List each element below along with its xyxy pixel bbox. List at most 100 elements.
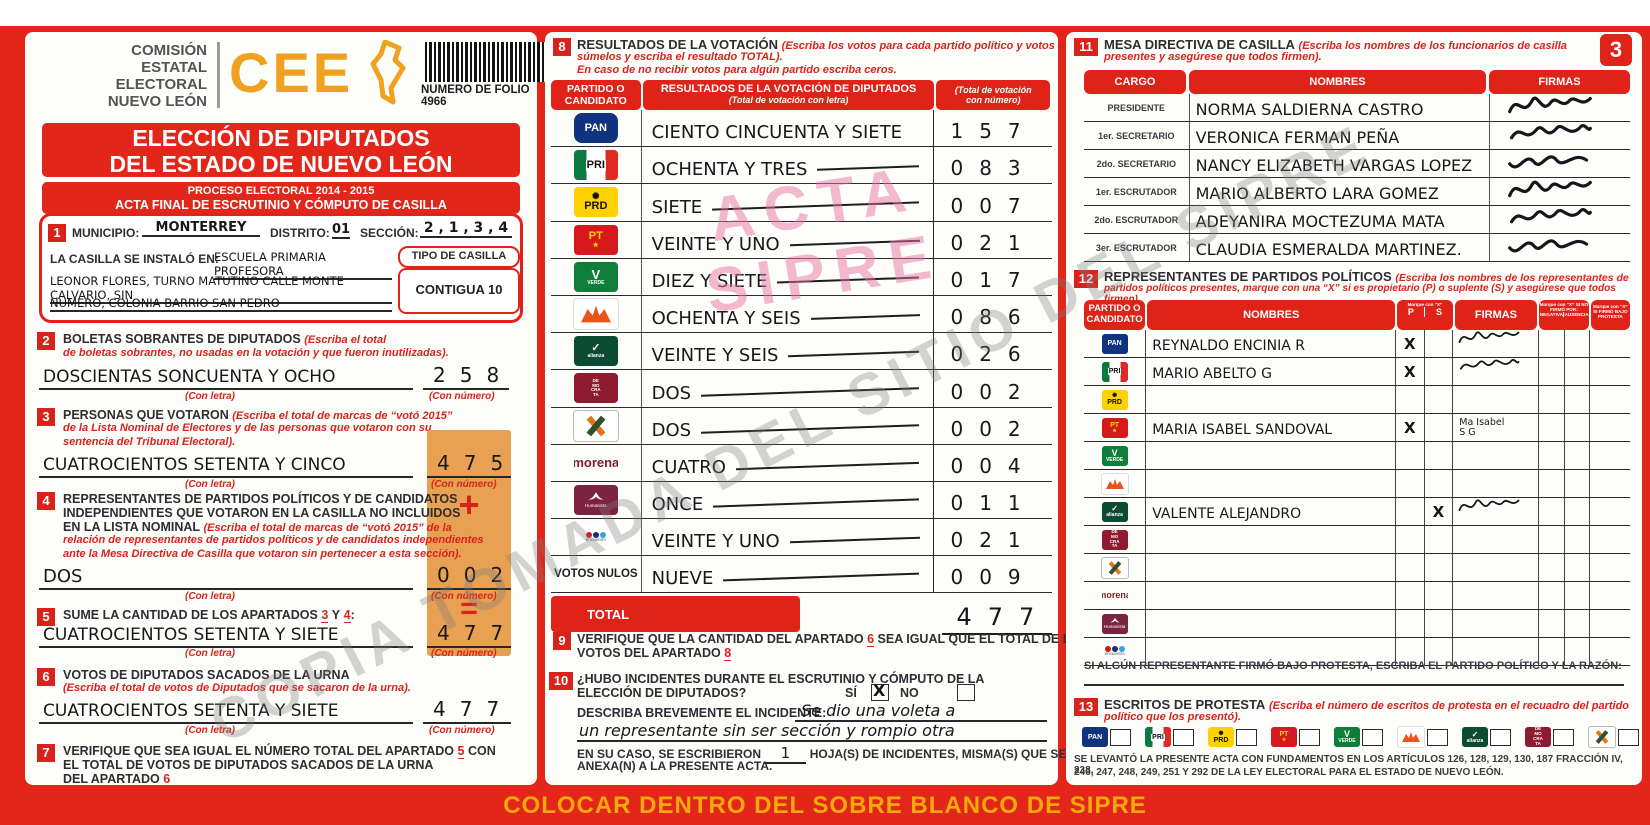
vote-letra-cell: CUATRO <box>640 444 934 481</box>
party-icon-pt: PT ★ <box>1101 417 1128 438</box>
scan-top-margin <box>0 0 1650 26</box>
handwritten-dash <box>777 276 920 284</box>
propietario-mark-cell <box>1394 554 1424 581</box>
section-3-letra-line: CUATROCIENTOS SETENTA Y CINCO <box>39 450 413 478</box>
section-9-badge: 9 <box>553 632 571 650</box>
protesta-item-democrata: DE MO CRA TA <box>1525 727 1580 747</box>
votos-nulos-label: VOTOS NULOS <box>554 568 638 581</box>
caso-label-1: EN SU CASO, SE ESCRIBIERON <box>577 747 762 761</box>
protesta-cell <box>1589 582 1629 609</box>
vote-numero: 007 <box>950 193 1037 218</box>
party-cell: ✓ alianza <box>1084 498 1145 525</box>
protesta-cell <box>1589 638 1629 665</box>
section-2-numero-value: 258 <box>433 363 514 387</box>
funcionario-nombre-cell: CLAUDIA ESMERALDA MARTINEZ. <box>1188 234 1489 261</box>
firma-cell <box>1488 150 1630 177</box>
col-suplente: S <box>1436 307 1443 317</box>
party-icon-morena: morena <box>573 455 618 471</box>
ausencia-cell <box>1563 554 1590 581</box>
party-cell: encuentro <box>1084 638 1145 665</box>
suplente-mark-cell <box>1423 638 1453 665</box>
handwritten-dash <box>701 386 920 397</box>
rep-nombre-cell: MARIA ISABEL SANDOVAL <box>1145 414 1395 441</box>
propietario-mark-cell <box>1394 526 1424 553</box>
folio-label: NUMERO DE FOLIO 4966 <box>421 84 530 108</box>
vote-numero: 002 <box>950 416 1037 441</box>
party-icon-democrata: DE MO CRA TA <box>1101 529 1128 550</box>
section-6-title: VOTOS DE DIPUTADOS SACADOS DE LA URNA <box>63 668 350 682</box>
section-4-letra-value: DOS <box>43 566 83 587</box>
con-letra-label: (Con letra) <box>185 391 235 402</box>
caso-label-2: HOJA(S) DE INCIDENTES, MISMA(S) QUE SE <box>809 747 1067 761</box>
cargo-label: 2do. ESCRUTADOR <box>1094 214 1179 225</box>
barcode <box>425 42 553 82</box>
vote-row-alianza: ✓ alianza VEINTE Y SEIS 026 <box>551 333 1052 371</box>
rep-nombre-cell <box>1145 610 1395 637</box>
section-10-question2: ELECCIÓN DE DIPUTADOS? <box>577 686 747 700</box>
section-3-numero-line: 475 <box>427 450 511 478</box>
vote-numero-cell: 009 <box>933 556 1052 593</box>
col-partido: PARTIDO O <box>567 83 625 95</box>
org-line: ESTATAL <box>141 59 207 76</box>
suplente-mark-cell <box>1423 358 1453 385</box>
cargo-label: 1er. SECRETARIO <box>1098 130 1175 141</box>
ref-apartado-8: 8 <box>724 646 732 661</box>
vote-numero-cell: 007 <box>933 184 1052 221</box>
col-ausencia: AUSENCIA <box>1564 312 1589 317</box>
firma-cell: Ma Isabel S G <box>1452 414 1538 441</box>
vote-numero-cell: 021 <box>933 221 1052 258</box>
calc-highlight-column <box>427 430 511 656</box>
party-icon-cruzada <box>1100 556 1129 579</box>
con-letra-label: (Con letra) <box>185 479 235 490</box>
ausencia-cell <box>1563 330 1590 357</box>
funcionario-nombre-cell: ADEYANIRA MOCTEZUMA MATA <box>1188 206 1489 233</box>
party-cell: PRI <box>551 147 641 183</box>
funcionario-nombre-cell: VERONICA FERMAN PEÑA <box>1188 122 1489 149</box>
funcionario-nombre: MARIO ALBERTO LARA GOMEZ <box>1195 184 1439 203</box>
section-2-title: BOLETAS SOBRANTES DE DIPUTADOS <box>63 332 301 346</box>
section-4-instr2: relación de representantes de partidos p… <box>63 534 484 546</box>
firma-cell <box>1452 582 1538 609</box>
party-icon-encuentro: encuentro <box>573 522 618 553</box>
negativa-cell <box>1538 638 1564 665</box>
section-8-title: RESULTADOS DE LA VOTACIÓN <box>577 37 779 52</box>
signature-scribble <box>1507 239 1588 253</box>
protesta-cell <box>1589 554 1629 581</box>
party-cell: Humanista <box>551 482 641 518</box>
rep-row-humanista: Humanista <box>1084 610 1630 638</box>
vote-numero-cell: 021 <box>933 519 1052 556</box>
con-numero-label: (Con número) <box>429 391 495 402</box>
signature-scribble <box>1458 499 1520 512</box>
rep-nombre: REYNALDO ENCINIA R <box>1152 338 1306 354</box>
vote-letra: DIEZ Y SIETE <box>651 270 768 292</box>
vote-letra-cell: CIENTO CINCUENTA Y SIETE <box>640 110 934 147</box>
distrito-label: DISTRITO: <box>270 226 330 240</box>
rep-row-pan: PAN REYNALDO ENCINIA R X <box>1084 330 1630 358</box>
mesa-row: 1er. ESCRUTADOR MARIO ALBERTO LARA GOMEZ <box>1084 178 1630 206</box>
section-11-instr1: (Escriba los nombres de los funcionarios… <box>1298 40 1567 52</box>
col-cargo: CARGO <box>1084 70 1186 94</box>
party-cell: PT ★ <box>551 222 641 258</box>
seccion-value: 2 , 1 , 3 , 4 <box>420 220 512 238</box>
vote-numero-cell: 157 <box>933 110 1052 147</box>
party-icon-pt: PT ★ <box>1271 727 1297 747</box>
negativa-cell <box>1538 610 1564 637</box>
rep-table-header: PARTIDO O CANDIDATO NOMBRES Marque con “… <box>1084 300 1630 330</box>
vote-row-pan: PAN CIENTO CINCUENTA Y SIETE 157 <box>551 110 1052 148</box>
signature-scribble <box>1507 96 1592 114</box>
describa-label: DESCRIBA BREVEMENTE EL INCIDENTE: <box>577 706 827 720</box>
party-cell: V VERDE <box>1084 442 1145 469</box>
col-firmas: FIRMAS <box>1454 300 1538 330</box>
party-cell: morena <box>1084 582 1145 609</box>
ausencia-cell <box>1563 470 1590 497</box>
rep-row-democrata: DE MO CRA TA <box>1084 526 1630 554</box>
propietario-mark-cell <box>1394 442 1424 469</box>
firma-cell <box>1452 638 1538 665</box>
rep-nombre-cell <box>1145 582 1395 609</box>
party-cell: morena <box>551 445 641 481</box>
section-5-y: Y <box>331 608 341 622</box>
vote-letra-cell: NUEVE <box>640 556 934 593</box>
party-cell: DE MO CRA TA <box>551 370 641 406</box>
party-cell: encuentro <box>551 519 641 555</box>
section-3-instr3: sentencia del Tribunal Electoral). <box>63 436 236 448</box>
